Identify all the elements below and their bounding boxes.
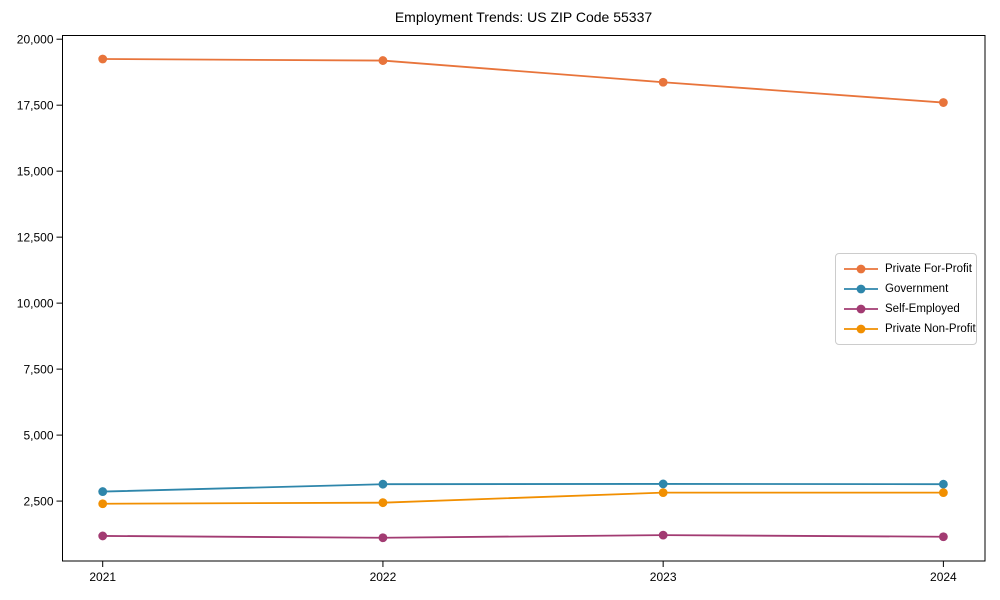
data-point-private-non-profit-2024	[938, 488, 948, 498]
data-point-private-for-profit-2023	[658, 77, 668, 87]
data-point-private-non-profit-2021	[98, 499, 108, 509]
data-point-government-2022	[378, 479, 388, 489]
series-line-government	[101, 483, 945, 493]
legend-marker-icon	[844, 264, 878, 274]
y-tick-label: 5,000	[23, 428, 53, 442]
x-tick-label: 2021	[89, 570, 116, 584]
data-point-private-for-profit-2024	[938, 98, 948, 107]
data-point-government-2024	[938, 479, 948, 489]
legend-item: Government	[843, 279, 976, 299]
legend-item: Private Non-Profit	[843, 319, 976, 339]
legend-item: Private For-Profit	[843, 259, 976, 279]
y-tick-label: 20,000	[17, 32, 54, 46]
series-line-self-employed	[101, 534, 945, 539]
plot-border	[62, 35, 986, 562]
data-point-self-employed-2024	[938, 532, 948, 542]
y-tick-label: 7,500	[23, 362, 53, 376]
legend-marker-icon	[844, 324, 878, 334]
data-point-government-2023	[658, 479, 668, 489]
legend-label: Government	[885, 283, 949, 295]
y-tick-label: 17,500	[17, 98, 54, 112]
y-tick-label: 15,000	[17, 164, 54, 178]
y-tick-label: 10,000	[17, 296, 54, 310]
data-point-private-for-profit-2022	[378, 56, 388, 65]
legend-item: Self-Employed	[843, 299, 976, 319]
legend-marker-icon	[844, 284, 878, 294]
y-tick-label: 2,500	[23, 494, 53, 508]
data-point-government-2021	[98, 487, 108, 496]
data-point-private-for-profit-2021	[98, 54, 108, 64]
legend-marker-icon	[844, 304, 878, 314]
data-point-self-employed-2022	[378, 533, 388, 543]
data-point-self-employed-2021	[98, 531, 108, 541]
y-tick-label: 12,500	[17, 230, 54, 244]
chart-legend: Private For-Profit Government Self-Employe…	[835, 253, 977, 345]
legend-label: Private Non-Profit	[885, 323, 976, 335]
series-line-private-non-profit	[101, 491, 945, 505]
data-point-private-non-profit-2022	[378, 498, 388, 508]
x-tick-label: 2023	[650, 570, 677, 584]
legend-label: Private For-Profit	[885, 263, 972, 275]
x-tick-label: 2022	[370, 570, 397, 584]
chart-title: Employment Trends: US ZIP Code 55337	[394, 9, 653, 25]
data-point-self-employed-2023	[658, 530, 668, 540]
x-tick-label: 2024	[930, 570, 957, 584]
data-point-private-non-profit-2023	[658, 488, 668, 498]
series-line-private-for-profit	[101, 58, 945, 104]
legend-label: Self-Employed	[885, 303, 960, 315]
